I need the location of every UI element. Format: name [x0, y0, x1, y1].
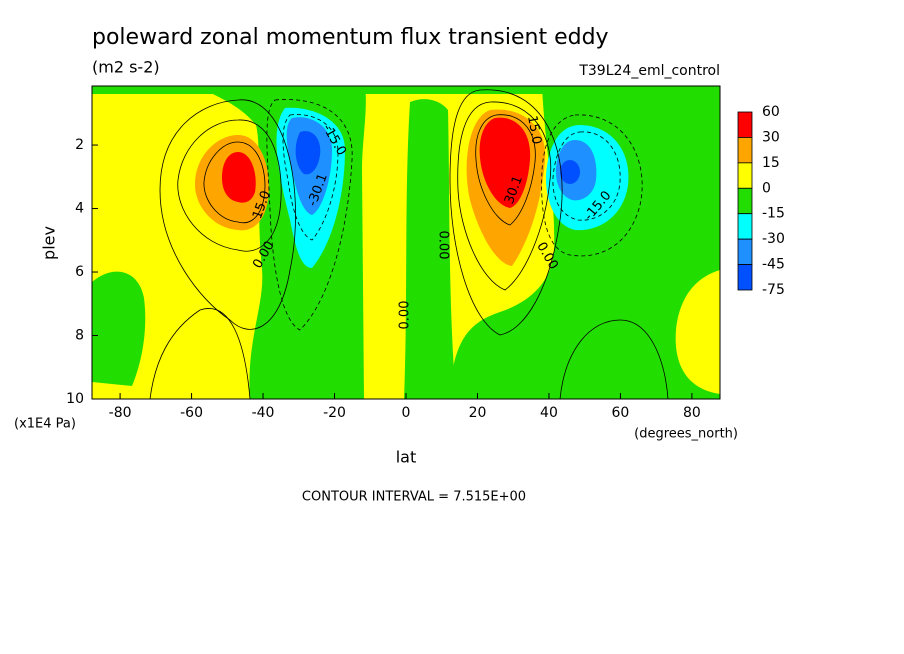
contour-label: 15.0	[524, 114, 544, 145]
colorbar-label: -75	[762, 282, 785, 298]
colorbar-swatch	[737, 264, 753, 291]
contour-region	[222, 152, 256, 203]
colorbar-swatch	[737, 162, 753, 189]
colorbar-swatch	[737, 213, 753, 240]
contour-label: 0.00	[398, 301, 413, 330]
contour-region	[404, 99, 456, 400]
units: (m2 s-2)	[92, 58, 160, 77]
y-tick-label: 10	[66, 391, 84, 407]
x-tick-label: -40	[252, 405, 275, 421]
contour-lines	[149, 89, 669, 400]
colorbar-label: 15	[762, 155, 780, 171]
x-tick-label: 20	[469, 405, 487, 421]
x-tick-label: -80	[109, 405, 132, 421]
contour-label: 0.00	[436, 231, 451, 260]
contour-region	[450, 86, 720, 399]
contour-region	[479, 117, 531, 208]
contour-region	[330, 373, 350, 381]
y-tick-label: 2	[75, 137, 84, 153]
colorbar-swatch	[737, 238, 753, 265]
contour-region	[295, 131, 321, 175]
x-tick-label: 0	[402, 405, 411, 421]
contour-region	[92, 271, 146, 386]
colorbar-swatch	[737, 187, 753, 215]
y-axis-label: plev	[40, 226, 59, 260]
y-tick-label: 6	[75, 264, 84, 280]
x-axis-label: lat	[396, 448, 417, 467]
colorbar-label: 60	[762, 104, 780, 120]
colorbar-label: 0	[762, 180, 771, 196]
y-tick-label: 8	[75, 328, 84, 344]
x-tick-label: 60	[612, 405, 630, 421]
y-tick-label: 4	[75, 201, 84, 217]
plot-area: 15.0 -15.0 -30.1 0.00 0.00 0.00 15.0 30.…	[91, 85, 721, 400]
x-tick-label: 80	[683, 405, 701, 421]
colorbar-swatch	[737, 111, 753, 138]
chart-title: poleward zonal momentum flux transient e…	[92, 25, 609, 50]
colorbar-label: -15	[762, 206, 785, 222]
y-units: (x1E4 Pa)	[14, 417, 76, 432]
colorbar-label: 30	[762, 129, 780, 145]
contour-region	[560, 160, 580, 184]
colorbar-label: -45	[762, 257, 785, 273]
contour-region	[462, 372, 482, 380]
colorbar-swatch	[737, 137, 753, 164]
colorbar-label: -30	[762, 231, 785, 247]
x-tick-label: -20	[323, 405, 346, 421]
x-tick-label: -60	[180, 405, 203, 421]
x-tick-label: 40	[540, 405, 558, 421]
contour-region	[92, 86, 720, 94]
footnote: CONTOUR INTERVAL = 7.515E+00	[302, 490, 526, 505]
x-units: (degrees_north)	[634, 427, 738, 442]
dataset: T39L24_eml_control	[578, 63, 720, 79]
